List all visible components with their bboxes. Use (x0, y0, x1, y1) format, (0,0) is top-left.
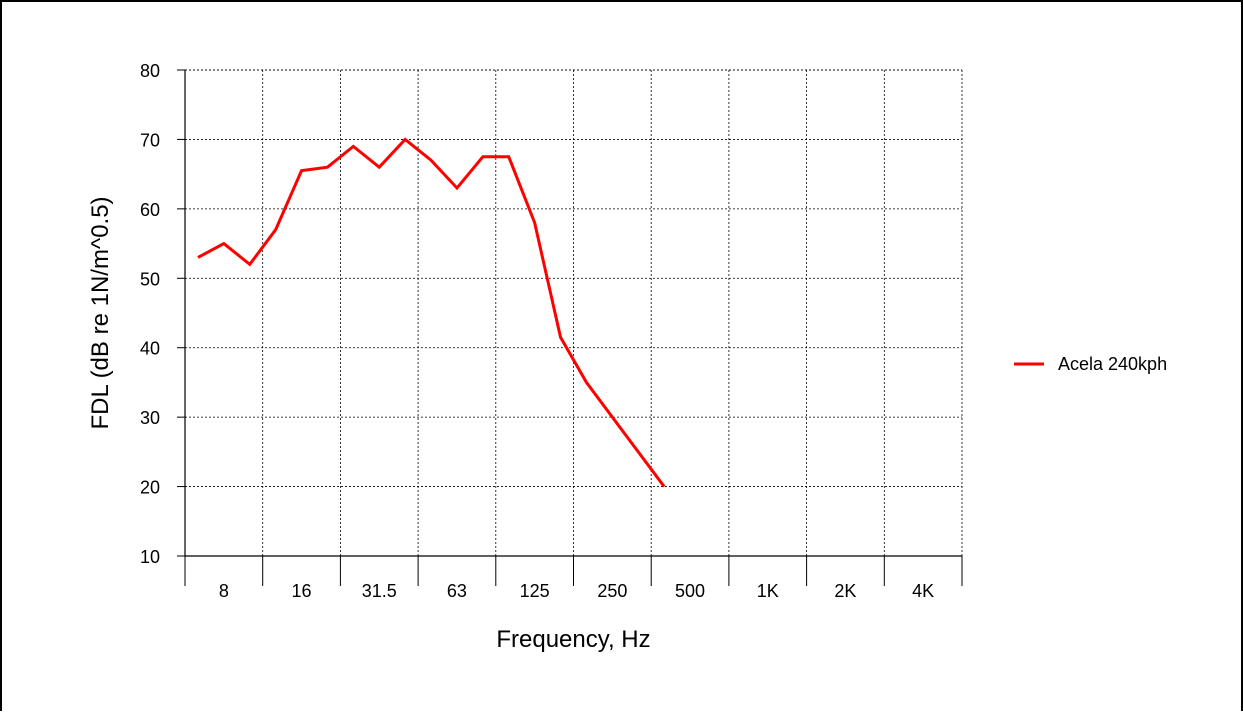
x-tick-label: 4K (912, 581, 934, 601)
x-tick-label: 31.5 (362, 581, 397, 601)
x-tick-label: 8 (219, 581, 229, 601)
x-tick-label: 500 (675, 581, 705, 601)
series-line (197, 137, 666, 488)
grid (184, 69, 963, 556)
axes (177, 69, 963, 586)
y-tick-label: 80 (140, 61, 160, 81)
x-axis-title: Frequency, Hz (496, 626, 650, 653)
x-tick-label: 125 (520, 581, 550, 601)
y-tick-label: 70 (140, 130, 160, 150)
x-tick-label: 16 (292, 581, 312, 601)
x-tick-label: 2K (834, 581, 856, 601)
y-tick-label: 10 (140, 547, 160, 567)
legend-label: Acela 240kph (1058, 354, 1167, 374)
x-tick-label: 250 (597, 581, 627, 601)
x-tick-label: 1K (757, 581, 779, 601)
legend: Acela 240kph (1014, 354, 1167, 374)
series-lines (197, 137, 666, 488)
y-tick-label: 50 (140, 269, 160, 289)
y-tick-label: 40 (140, 339, 160, 359)
x-tick-label: 63 (447, 581, 467, 601)
x-tick-labels: 8 16 31.5 63 125 250 500 1K 2K 4K (219, 581, 934, 601)
y-tick-label: 60 (140, 200, 160, 220)
y-tick-label: 20 (140, 478, 160, 498)
y-tick-labels: 10 20 30 40 50 60 70 80 (140, 61, 160, 567)
y-tick-label: 30 (140, 408, 160, 428)
y-axis-title: FDL (dB re 1N/m^0.5) (87, 196, 114, 429)
